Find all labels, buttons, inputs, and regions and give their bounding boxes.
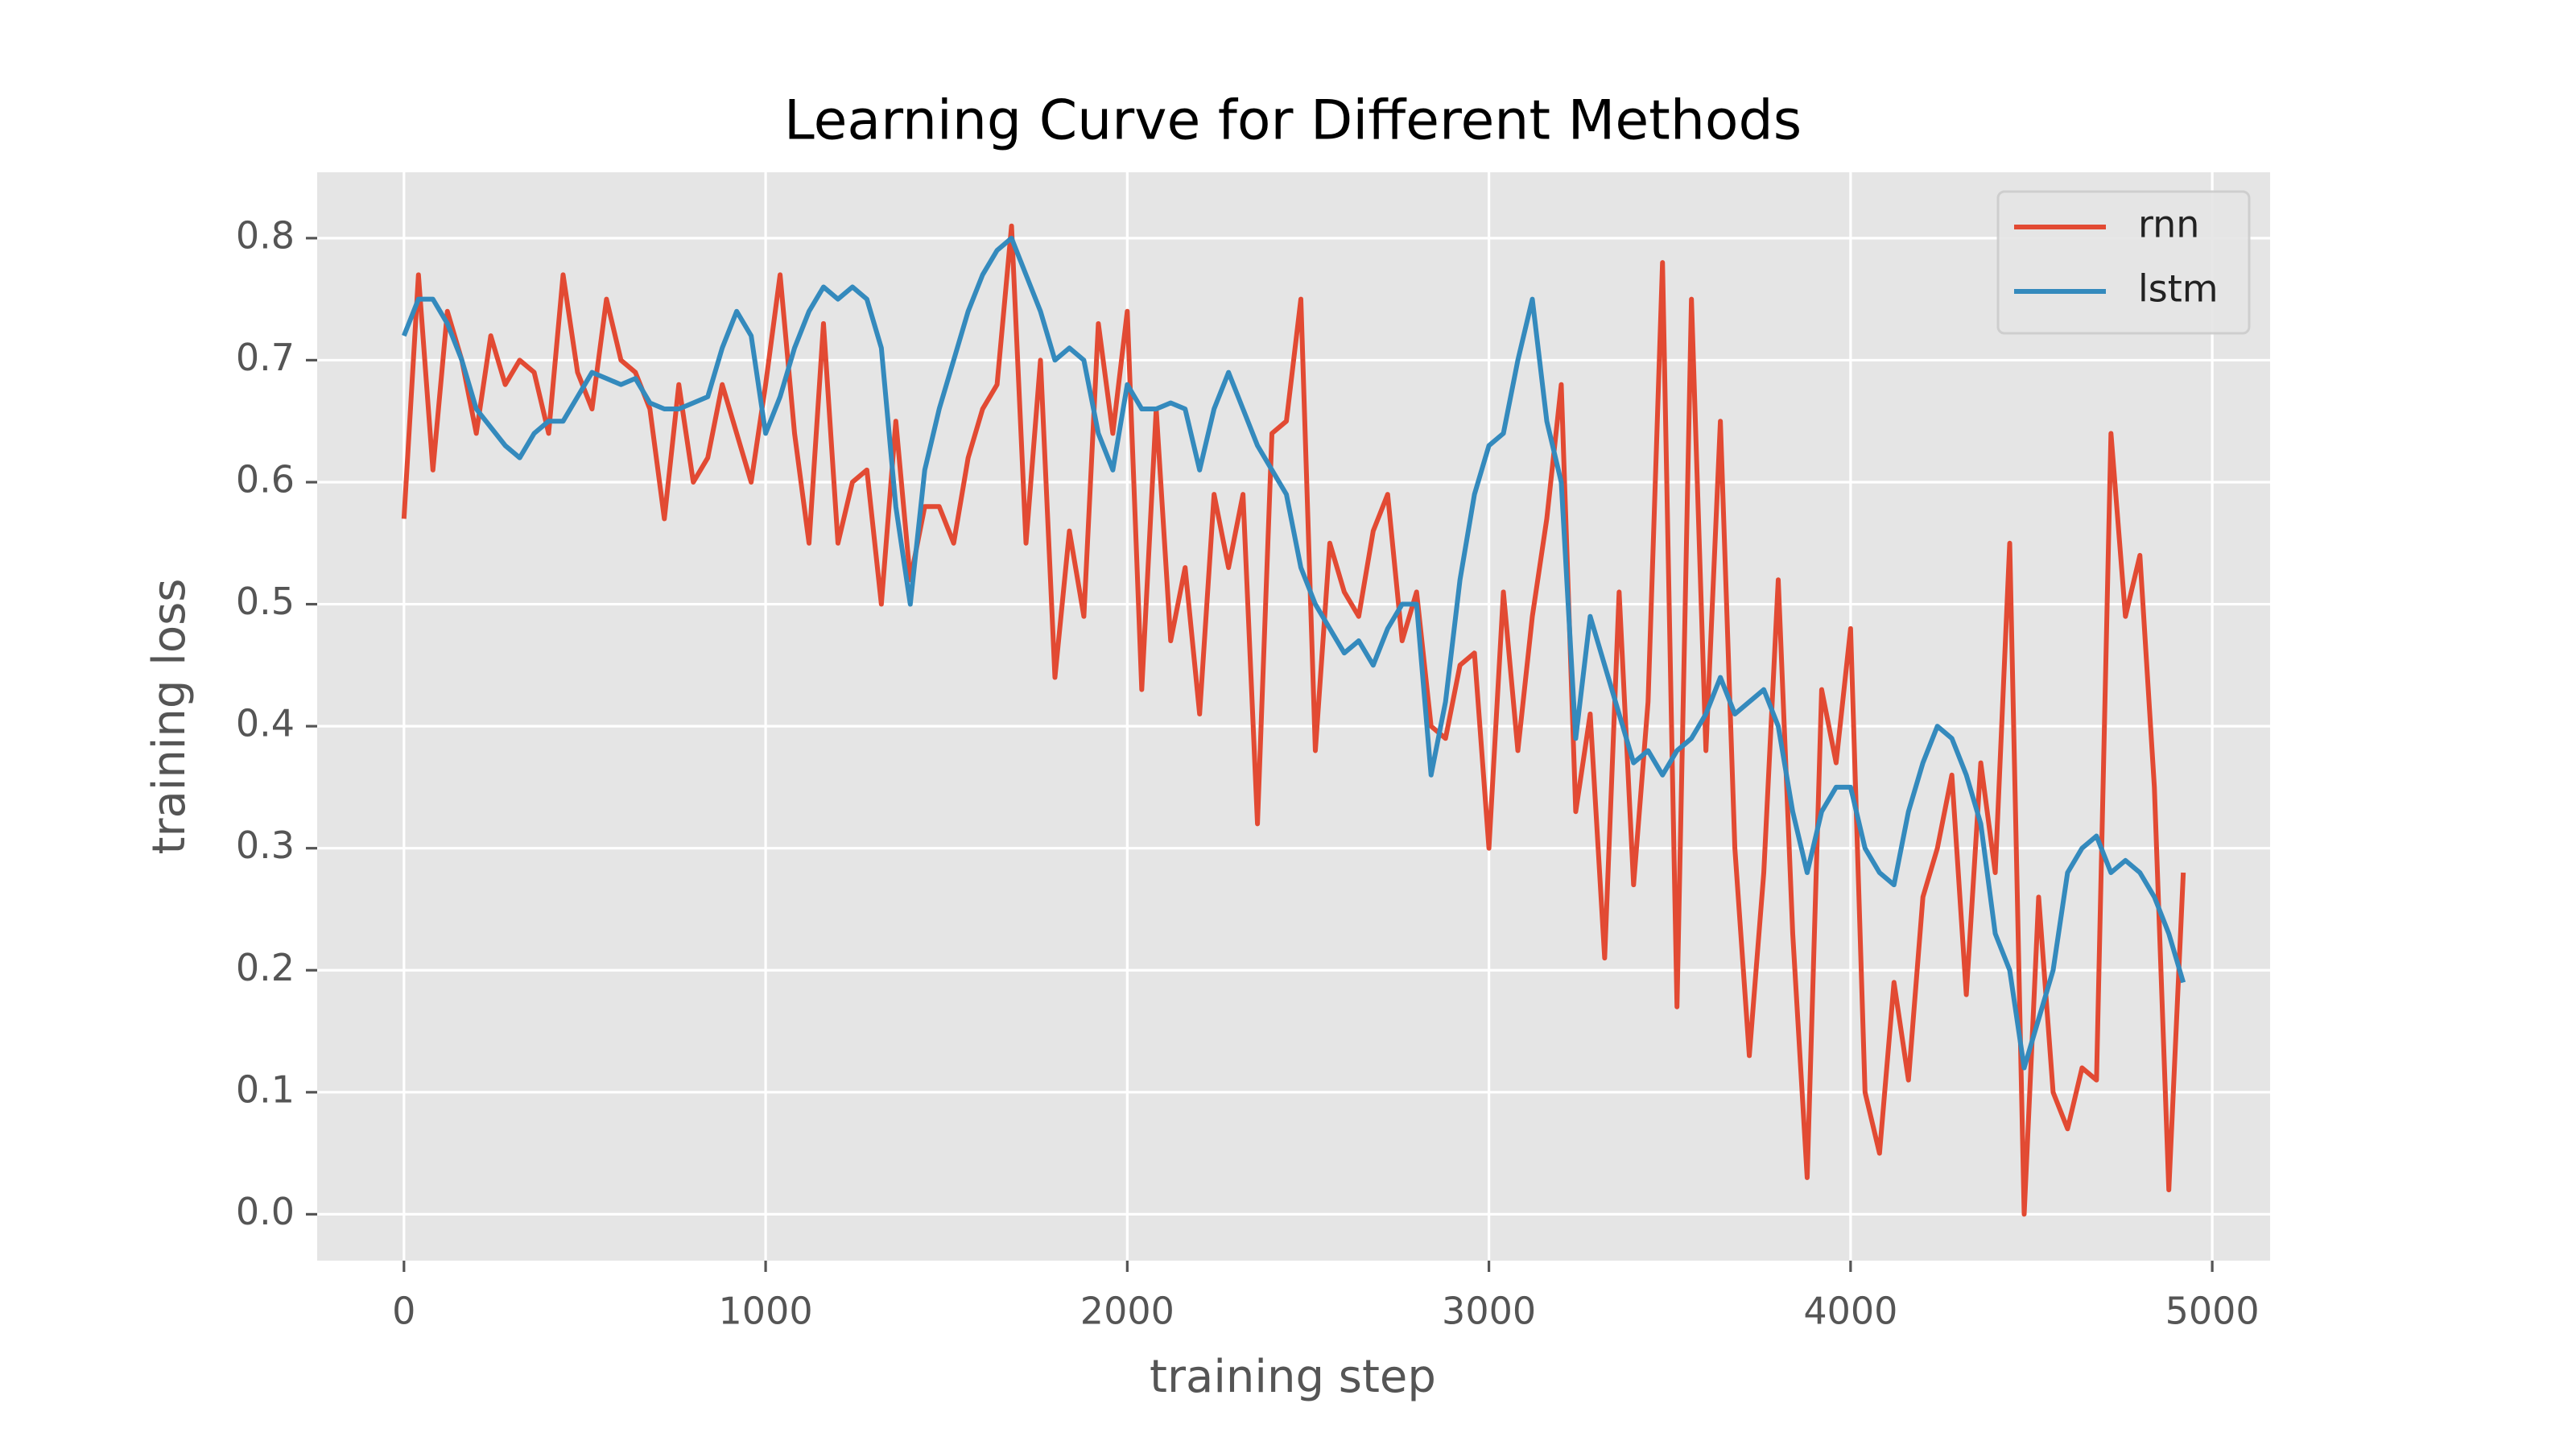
y-tick-label: 0.1: [236, 1067, 295, 1111]
x-tick-label: 3000: [1442, 1290, 1536, 1333]
x-tick-label: 2000: [1080, 1290, 1174, 1333]
y-tick-label: 0.5: [236, 580, 295, 623]
y-tick-label: 0.4: [236, 702, 295, 745]
grid: 0 1000 2000 3000 4000 5000 0.0 0.1 0.2 0.3 0.4 0.5 0…: [236, 172, 2270, 1333]
y-tick-label: 0.7: [236, 336, 295, 379]
line-series: [402, 235, 2186, 1071]
y-tick-label: 0.0: [236, 1190, 295, 1233]
x-tick-label: 0: [392, 1290, 415, 1333]
chart-title: Learning Curve for Different Methods: [784, 89, 1802, 153]
x-axis-label: training step: [1150, 1351, 1436, 1403]
y-tick-label: 0.3: [236, 824, 295, 867]
y-axis-label: training loss: [143, 579, 196, 855]
y-tick-label: 0.2: [236, 946, 295, 989]
x-tick-label: 1000: [719, 1290, 813, 1333]
legend: rnn lstm: [1996, 190, 2251, 335]
x-tick-label: 5000: [2165, 1290, 2260, 1333]
legend-label: lstm: [2138, 267, 2219, 311]
legend-box: [1996, 190, 2251, 335]
line-series: [401, 223, 2186, 1217]
plot-area: [317, 172, 2270, 1261]
lines: [401, 223, 2186, 1217]
legend-label: rnn: [2138, 203, 2199, 246]
x-tick-label: 4000: [1803, 1290, 1897, 1333]
y-tick-label: 0.6: [236, 457, 295, 501]
y-tick-label: 0.8: [236, 213, 295, 257]
